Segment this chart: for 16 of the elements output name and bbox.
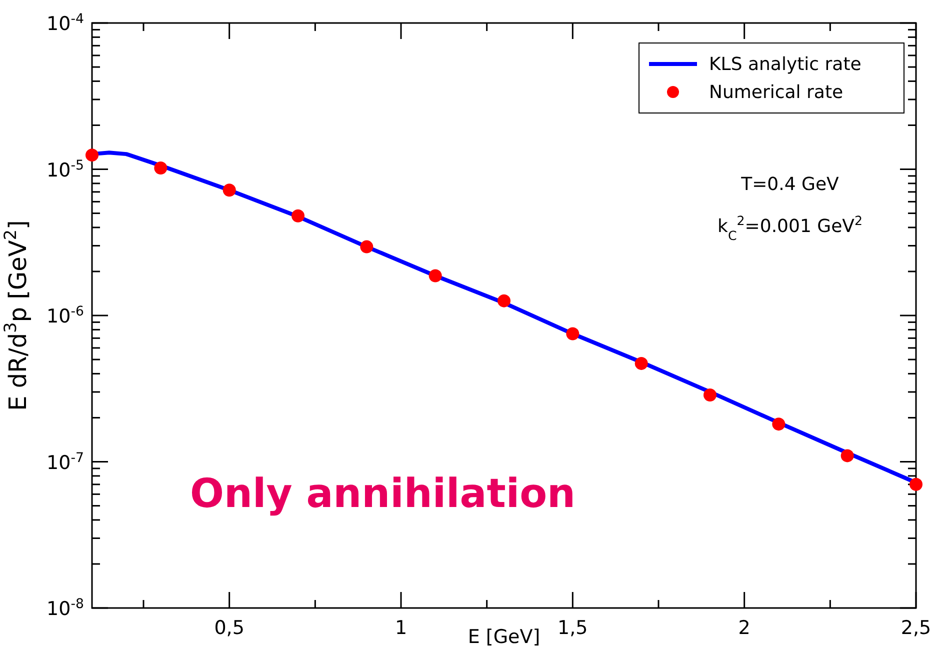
y-tick-label: 10$^{-6}$	[46, 304, 84, 328]
annotation: T=0.4 GeV	[740, 174, 840, 195]
x-axis-title: E [GeV]	[468, 626, 540, 648]
legend-label: Numerical rate	[709, 82, 844, 103]
annotation: Only annihilation	[190, 471, 576, 517]
y-tick-label: 10$^{-8}$	[46, 596, 84, 620]
y-tick-label: 10$^{-7}$	[46, 450, 84, 474]
x-tick-label: 2,5	[900, 617, 932, 639]
x-tick-label: 1	[394, 617, 408, 639]
y-tick-label: 10$^{-5}$	[46, 158, 84, 182]
legend-label: KLS analytic rate	[709, 54, 862, 75]
annotation: k$_{C}$$^{2}$=0.001 GeV$^{2}$	[718, 212, 862, 242]
y-tick-label: 10$^{-4}$	[46, 12, 84, 35]
x-tick-label: 0,5	[214, 617, 244, 639]
x-tick-label: 2	[738, 617, 750, 639]
x-tick-label: 1,5	[558, 617, 588, 639]
